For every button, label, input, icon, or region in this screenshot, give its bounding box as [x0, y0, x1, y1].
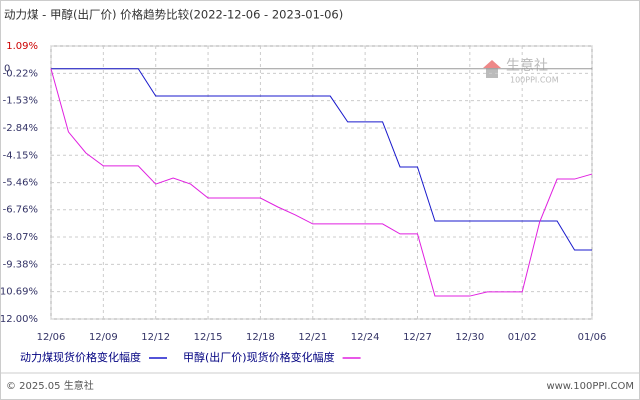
zero-label: 0 [4, 64, 10, 75]
watermark-name: 生意社 [506, 57, 548, 74]
footer-url: www.100PPI.COM [546, 381, 634, 392]
logo-roof [483, 60, 501, 68]
y-tick-label: -2.84% [3, 123, 38, 134]
y-tick-label: -8.07% [3, 232, 38, 243]
y-tick-label: -4.15% [3, 150, 38, 161]
watermark-site: 100PPI.COM [510, 76, 559, 85]
x-tick-label: 12/30 [455, 332, 484, 343]
y-tick-label: -12.00% [0, 314, 38, 325]
y-tick-label: -9.38% [3, 259, 38, 270]
x-tick-label: 12/24 [351, 332, 380, 343]
x-tick-label: 12/21 [298, 332, 327, 343]
chart-title: 动力煤 - 甲醇(出厂价) 价格趋势比较(2022-12-06 - 2023-0… [4, 8, 343, 22]
x-tick-label: 12/27 [403, 332, 432, 343]
series-line [51, 68, 592, 251]
y-tick-label: -6.76% [3, 205, 38, 216]
series-line [50, 68, 593, 297]
x-tick-label: 12/12 [141, 332, 170, 343]
x-tick-label: 01/06 [578, 332, 607, 343]
legend-label: 甲醇(出厂价)现货价格变化幅度 [183, 350, 335, 364]
y-tick-label: -10.69% [0, 287, 38, 298]
x-tick-label: 12/15 [194, 332, 223, 343]
footer-copyright: © 2025.05 生意社 [6, 379, 94, 392]
y-tick-label: -5.46% [3, 178, 38, 189]
x-tick-label: 12/18 [246, 332, 275, 343]
y-tick-label: -0.22% [3, 68, 38, 79]
x-tick-label: 01/02 [508, 332, 537, 343]
x-tick-label: 12/06 [37, 332, 66, 343]
y-tick-label: -1.53% [3, 96, 38, 107]
x-tick-label: 12/09 [89, 332, 118, 343]
y-tick-label: 1.09% [6, 41, 38, 52]
legend-label: 动力煤现货价格变化幅度 [20, 350, 141, 364]
